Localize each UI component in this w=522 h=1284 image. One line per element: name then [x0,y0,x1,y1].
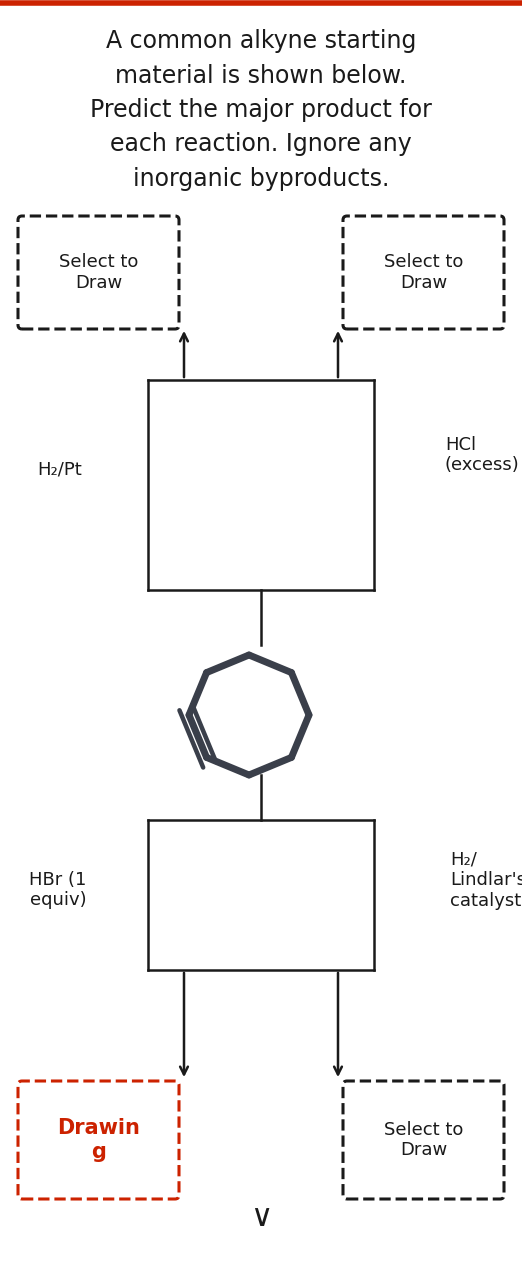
Text: HCl
(excess): HCl (excess) [445,435,520,474]
Text: H₂/
Lindlar's
catalyst: H₂/ Lindlar's catalyst [450,850,522,910]
Text: ∨: ∨ [250,1203,272,1233]
Text: Select to
Draw: Select to Draw [59,253,138,291]
Text: Select to
Draw: Select to Draw [384,1121,463,1159]
Text: Select to
Draw: Select to Draw [384,253,463,291]
Text: H₂/Pt: H₂/Pt [38,461,82,479]
Text: A common alkyne starting
material is shown below.
Predict the major product for
: A common alkyne starting material is sho… [90,30,432,191]
Text: HBr (1
equiv): HBr (1 equiv) [29,871,87,909]
Text: Drawin
g: Drawin g [57,1118,140,1162]
